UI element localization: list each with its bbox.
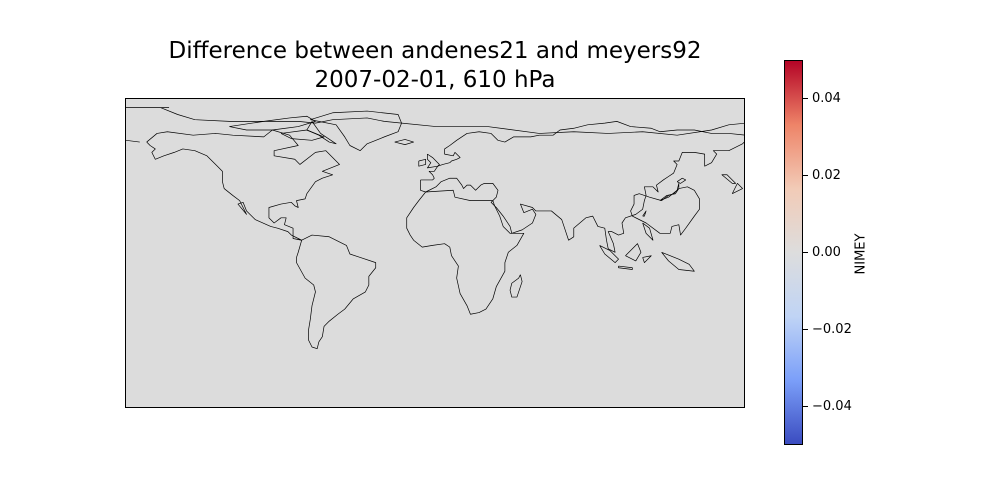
japan-coastline bbox=[660, 178, 686, 200]
madagascar-coastline bbox=[510, 275, 522, 297]
greenland-coastline bbox=[310, 111, 401, 151]
australia-coastline bbox=[631, 187, 700, 235]
colorbar-tick-mark bbox=[803, 406, 808, 407]
colorbar-tick-mark bbox=[803, 98, 808, 99]
colorbar-label: NIMEY bbox=[853, 233, 869, 275]
world-map bbox=[126, 99, 745, 407]
antarctica-coastline bbox=[126, 108, 745, 136]
europe-asia-coastline bbox=[421, 140, 746, 252]
arctic-archipelago-coastline bbox=[229, 116, 324, 140]
new-zealand-coastline bbox=[722, 175, 743, 194]
map-title-line-2: 2007-02-01, 610 hPa bbox=[314, 67, 556, 93]
northern-eurasia-coastline bbox=[126, 121, 745, 180]
south-america-coastline bbox=[297, 235, 376, 349]
antarctic-peninsula-coastline bbox=[307, 121, 336, 143]
southeast-asia-islands-coastline bbox=[600, 211, 695, 271]
colorbar-tick-mark bbox=[803, 329, 808, 330]
map-panel bbox=[125, 98, 745, 408]
colorbar bbox=[784, 60, 803, 445]
colorbar-tick-label: 0.00 bbox=[812, 244, 841, 260]
africa-coastline bbox=[407, 190, 524, 314]
colorbar-tick-label: −0.02 bbox=[812, 321, 852, 337]
map-background bbox=[126, 99, 744, 407]
colorbar-tick-mark bbox=[803, 175, 808, 176]
colorbar-tick-mark bbox=[803, 252, 808, 253]
coastlines bbox=[126, 108, 745, 349]
map-title-line-1: Difference between andenes21 and meyers9… bbox=[168, 38, 702, 64]
iceland-coastline bbox=[395, 139, 414, 144]
colorbar-tick-label: −0.04 bbox=[812, 398, 852, 414]
north-america-coastline bbox=[147, 130, 340, 240]
colorbar-tick-label: 0.04 bbox=[812, 90, 841, 106]
colorbar-tick-label: 0.02 bbox=[812, 167, 841, 183]
british-isles-coastline bbox=[419, 154, 440, 168]
